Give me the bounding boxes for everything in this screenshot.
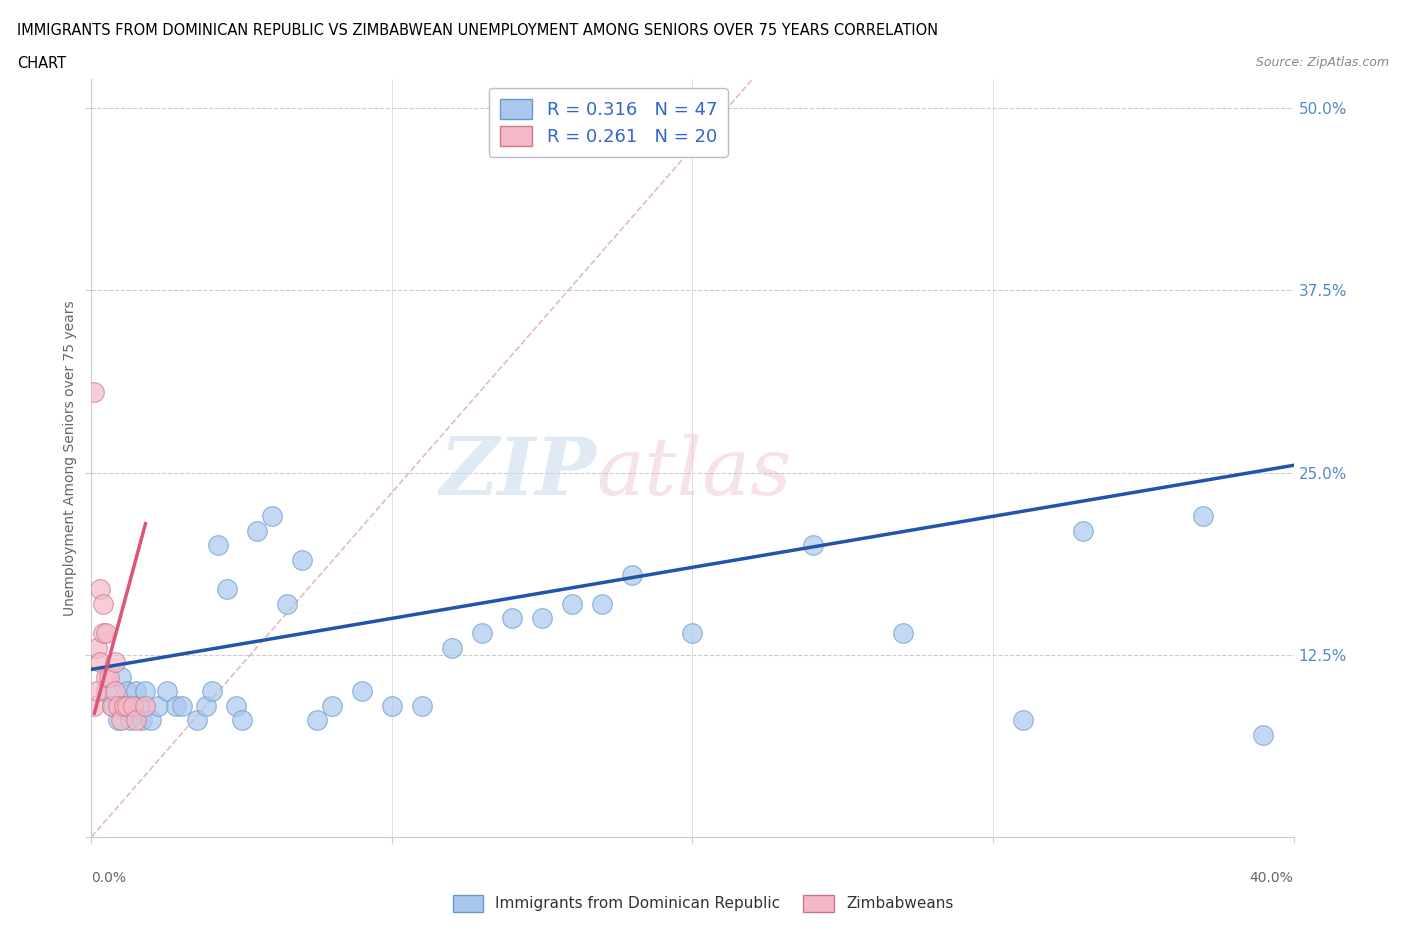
- Point: [291, 552, 314, 567]
- Point: [561, 596, 583, 611]
- Point: [194, 698, 217, 713]
- Point: [1071, 524, 1094, 538]
- Point: [207, 538, 229, 553]
- Point: [681, 626, 703, 641]
- Point: [276, 596, 298, 611]
- Text: atlas: atlas: [596, 434, 792, 512]
- Text: 40.0%: 40.0%: [1250, 871, 1294, 885]
- Point: [165, 698, 187, 713]
- Point: [440, 640, 463, 655]
- Text: CHART: CHART: [17, 56, 66, 71]
- Point: [225, 698, 247, 713]
- Point: [501, 611, 523, 626]
- Point: [89, 655, 111, 670]
- Point: [83, 385, 105, 400]
- Point: [117, 684, 139, 698]
- Legend: Immigrants from Dominican Republic, Zimbabweans: Immigrants from Dominican Republic, Zimb…: [446, 889, 960, 918]
- Point: [134, 698, 156, 713]
- Point: [110, 713, 132, 728]
- Point: [186, 713, 208, 728]
- Point: [110, 670, 132, 684]
- Point: [1253, 727, 1275, 742]
- Point: [381, 698, 404, 713]
- Point: [117, 698, 139, 713]
- Point: [134, 684, 156, 698]
- Y-axis label: Unemployment Among Seniors over 75 years: Unemployment Among Seniors over 75 years: [63, 300, 77, 616]
- Point: [411, 698, 433, 713]
- Point: [86, 640, 108, 655]
- Point: [101, 698, 124, 713]
- Legend: R = 0.316   N = 47, R = 0.261   N = 20: R = 0.316 N = 47, R = 0.261 N = 20: [489, 88, 728, 157]
- Point: [96, 670, 118, 684]
- Point: [93, 596, 115, 611]
- Point: [114, 698, 136, 713]
- Text: Source: ZipAtlas.com: Source: ZipAtlas.com: [1256, 56, 1389, 69]
- Point: [1192, 509, 1215, 524]
- Point: [231, 713, 253, 728]
- Text: IMMIGRANTS FROM DOMINICAN REPUBLIC VS ZIMBABWEAN UNEMPLOYMENT AMONG SENIORS OVER: IMMIGRANTS FROM DOMINICAN REPUBLIC VS ZI…: [17, 23, 938, 38]
- Point: [104, 655, 127, 670]
- Point: [621, 567, 644, 582]
- Point: [122, 698, 145, 713]
- Point: [170, 698, 193, 713]
- Point: [471, 626, 494, 641]
- Text: ZIP: ZIP: [440, 434, 596, 512]
- Point: [125, 713, 148, 728]
- Point: [120, 713, 142, 728]
- Point: [89, 582, 111, 597]
- Point: [146, 698, 169, 713]
- Point: [591, 596, 613, 611]
- Point: [96, 626, 118, 641]
- Point: [83, 698, 105, 713]
- Point: [260, 509, 283, 524]
- Point: [107, 713, 129, 728]
- Point: [305, 713, 328, 728]
- Point: [131, 713, 153, 728]
- Point: [891, 626, 914, 641]
- Point: [801, 538, 824, 553]
- Point: [321, 698, 343, 713]
- Point: [350, 684, 373, 698]
- Point: [155, 684, 177, 698]
- Point: [114, 698, 136, 713]
- Point: [86, 684, 108, 698]
- Point: [246, 524, 269, 538]
- Point: [104, 684, 127, 698]
- Point: [531, 611, 554, 626]
- Point: [122, 698, 145, 713]
- Point: [107, 698, 129, 713]
- Point: [98, 670, 121, 684]
- Point: [128, 698, 150, 713]
- Point: [125, 684, 148, 698]
- Point: [215, 582, 238, 597]
- Point: [141, 713, 163, 728]
- Point: [93, 626, 115, 641]
- Text: 0.0%: 0.0%: [91, 871, 127, 885]
- Point: [101, 698, 124, 713]
- Point: [1012, 713, 1035, 728]
- Point: [201, 684, 224, 698]
- Point: [96, 684, 118, 698]
